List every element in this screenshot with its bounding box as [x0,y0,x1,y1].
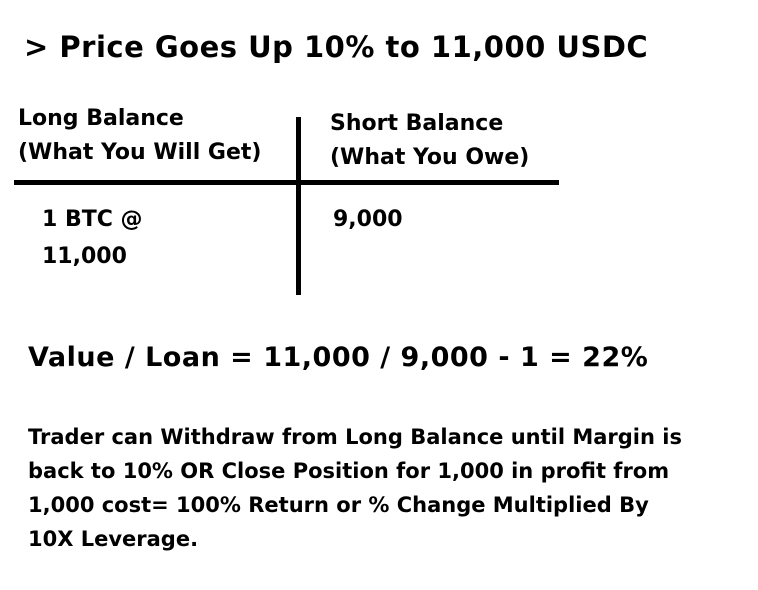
long-balance-value-line1: 1 BTC @ [42,207,143,232]
short-balance-header: Short Balance (What You Owe) [330,107,529,175]
short-balance-value: 9,000 [333,207,403,232]
page-title: > Price Goes Up 10% to 11,000 USDC [24,30,649,64]
explanation-note-line4: 10X Leverage. [28,527,199,551]
long-balance-value-line2: 11,000 [42,244,127,269]
explanation-note-line1: Trader can Withdraw from Long Balance un… [28,425,682,449]
table-vertical-rule [296,117,301,295]
explanation-note-line2: back to 10% OR Close Position for 1,000 … [28,459,670,483]
long-balance-header-line2: (What You Will Get) [18,140,262,165]
long-balance-value: 1 BTC @ 11,000 [42,201,143,275]
explanation-note-line3: 1,000 cost= 100% Return or % Change Mult… [28,493,649,517]
table-horizontal-rule [14,180,559,185]
explanation-note: Trader can Withdraw from Long Balance un… [28,420,682,556]
short-balance-header-line1: Short Balance [330,111,504,136]
long-balance-header: Long Balance (What You Will Get) [18,102,261,170]
long-balance-header-line1: Long Balance [18,106,184,131]
short-balance-header-line2: (What You Owe) [330,145,530,170]
value-loan-formula: Value / Loan = 11,000 / 9,000 - 1 = 22% [28,342,649,373]
